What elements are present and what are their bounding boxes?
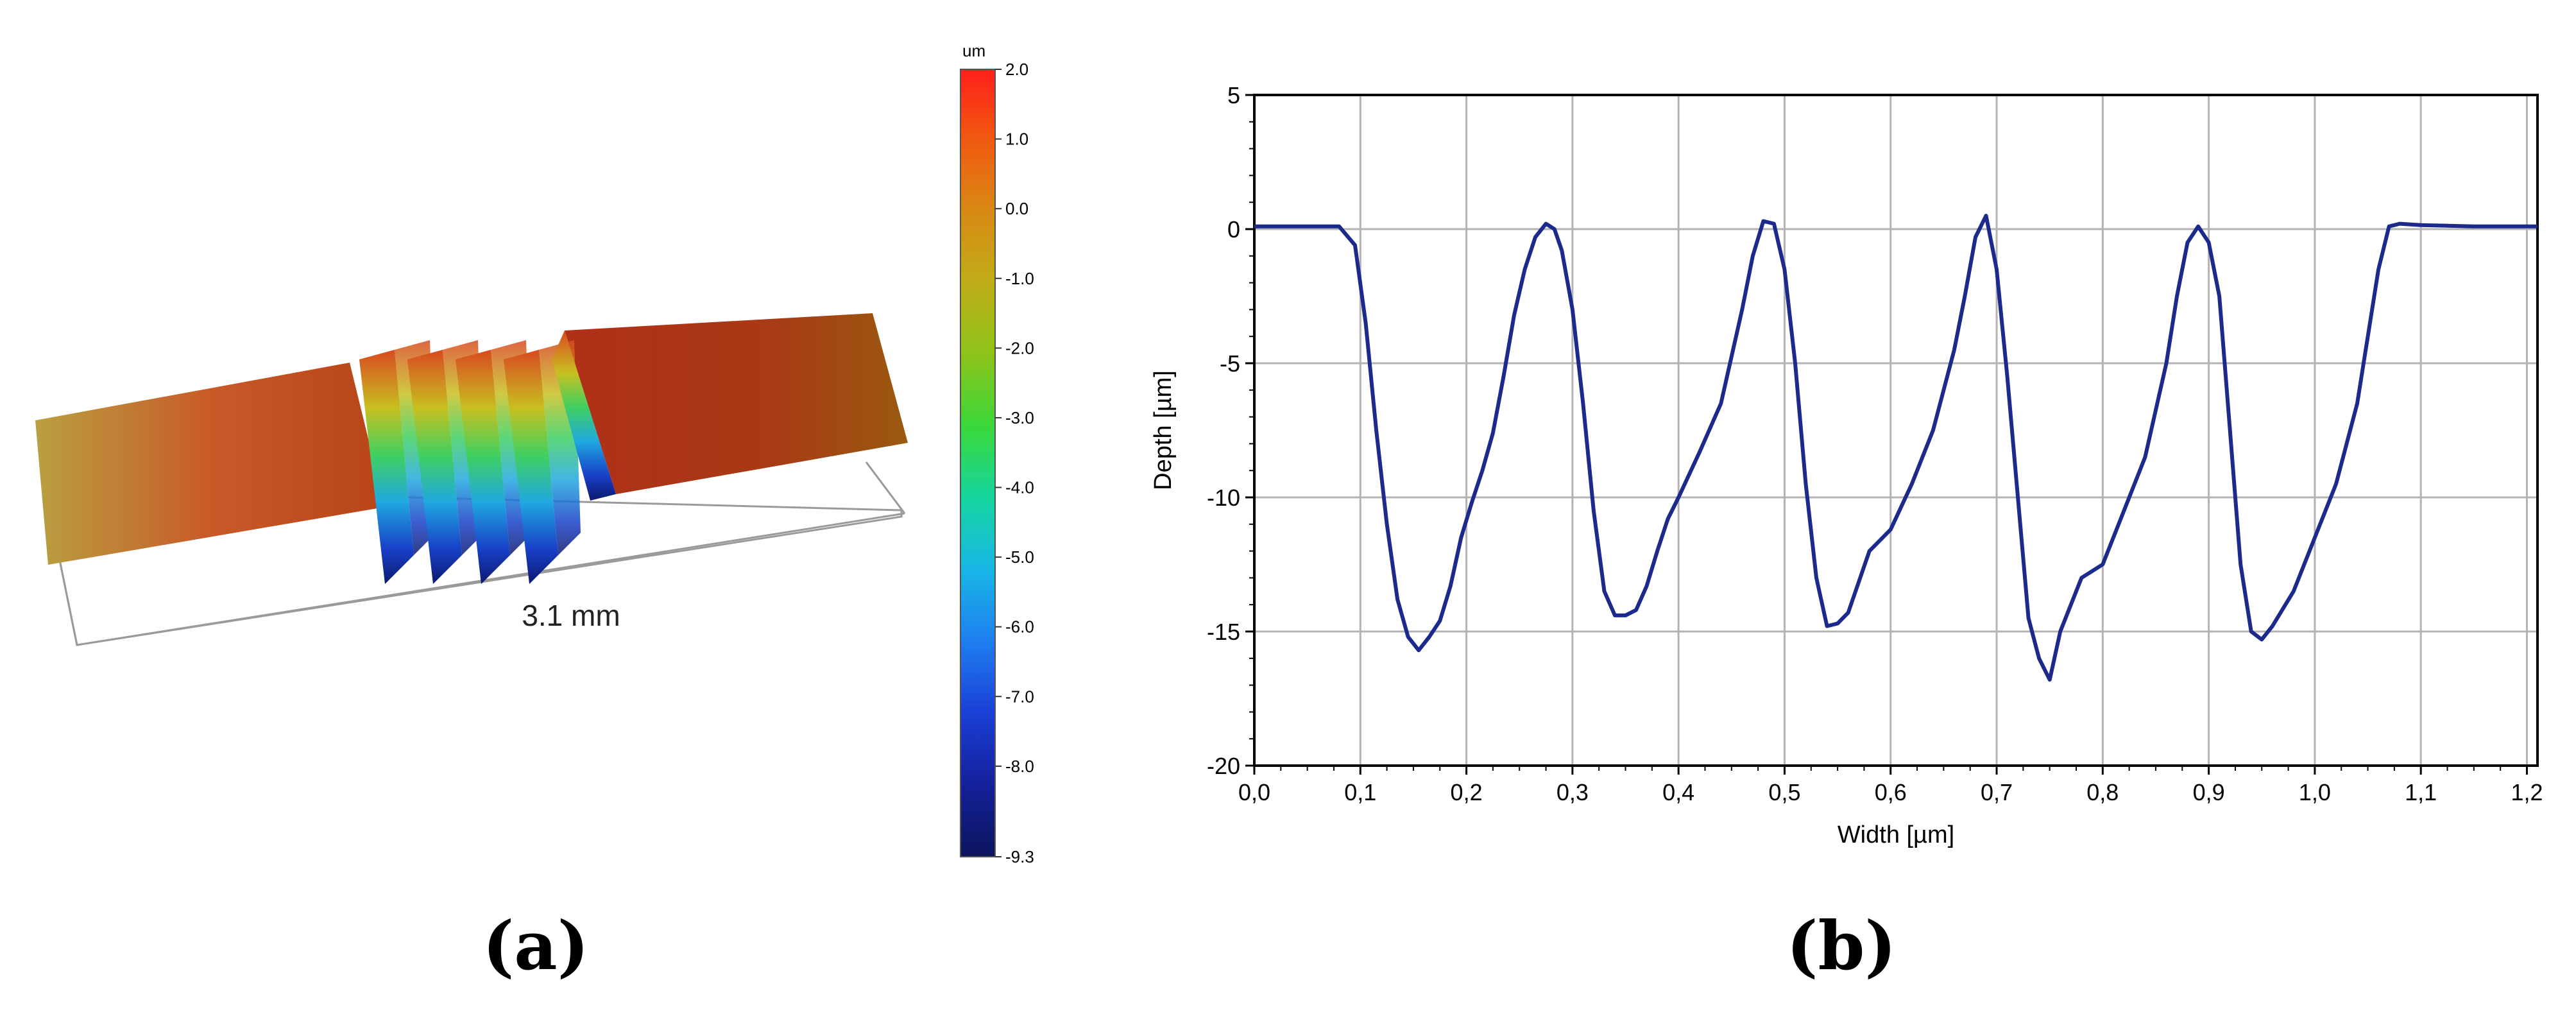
x-tick-label: 1,1 (2405, 779, 2437, 805)
surface-3d-view: 3.1 mm (35, 313, 908, 646)
x-tick-label: 0,5 (1768, 779, 1800, 805)
colorbar-tick-label: -2.0 (1005, 338, 1034, 357)
chart-grid (1253, 94, 2538, 767)
x-tick-label: 0,0 (1238, 779, 1270, 805)
base-frame-front-edge (76, 512, 905, 646)
x-axis-ticks: 0,0 0,1 0,2 0,3 0,4 0,5 0,6 0,7 0,8 0,9 1,0 1,1 1,2 (1238, 766, 2543, 805)
y-tick-label: -15 (1207, 619, 1240, 645)
x-tick-label: 1,2 (2511, 779, 2543, 805)
x-tick-label: 0,4 (1662, 779, 1694, 805)
x-tick-label: 1,0 (2299, 779, 2331, 805)
x-tick-label: 0,7 (1981, 779, 2013, 805)
colorbar-tick-label: 0.0 (1005, 199, 1028, 218)
x-tick-label: 0,1 (1344, 779, 1376, 805)
colorbar-tick-label: 1.0 (1005, 130, 1028, 149)
colorbar-ticks: 2.0 1.0 0.0 -1.0 -2.0 -3.0 -4.0 -5.0 -6.0 -7.0 -8.… (995, 60, 1034, 866)
y-axis-ticks: 5 0 -5 -10 -15 -20 (1207, 82, 1254, 779)
colorbar-tick-label: -3.0 (1005, 408, 1034, 427)
colorbar-tick-label: -5.0 (1005, 547, 1034, 567)
series-line-depth-profile (1254, 214, 2538, 682)
colorbar-tick-label: -4.0 (1005, 478, 1034, 497)
y-tick-label: -20 (1207, 753, 1240, 779)
y-axis-label: Depth [µm] (1150, 370, 1177, 490)
panel-b-label: (b) (1786, 906, 1896, 985)
y-tick-label: -10 (1207, 485, 1240, 511)
trench-wall (552, 331, 616, 501)
profile-chart: 0,0 0,1 0,2 0,3 0,4 0,5 0,6 0,7 0,8 0,9 1,0 1,1 1,2 … (1150, 82, 2543, 848)
base-frame-right-edge (865, 461, 906, 514)
plot-frame (1253, 94, 2539, 767)
x-axis-label: Width [µm] (1838, 821, 1954, 848)
y-tick-label: 5 (1227, 82, 1240, 108)
panel-a-label: (a) (482, 906, 589, 985)
colorbar-tick-label: -6.0 (1005, 617, 1034, 637)
colorbar-gradient (960, 69, 996, 857)
colorbar-tick-label: -8.0 (1005, 757, 1034, 776)
colorbar-unit: um (962, 41, 985, 60)
right-plateau (565, 313, 908, 494)
x-tick-label: 0,3 (1557, 779, 1589, 805)
colorbar-tick-label: -9.3 (1005, 847, 1034, 866)
grooves (359, 331, 616, 584)
x-tick-label: 0,8 (2086, 779, 2119, 805)
groove-face (504, 350, 558, 584)
x-tick-label: 0,2 (1451, 779, 1483, 805)
groove-face (359, 350, 414, 584)
colorbar: um 2.0 1.0 0.0 -1.0 -2.0 -3.0 -4.0 -5.0 -6.0 -7.0… (960, 41, 1034, 866)
groove-face (456, 350, 510, 584)
x-tick-label: 0,9 (2193, 779, 2225, 805)
colorbar-tick-label: 2.0 (1005, 60, 1028, 79)
dimension-label: 3.1 mm (522, 599, 620, 632)
groove-face (407, 350, 462, 584)
left-plateau (35, 363, 385, 565)
colorbar-tick-label: -1.0 (1005, 269, 1034, 288)
x-tick-label: 0,6 (1875, 779, 1907, 805)
y-tick-label: 0 (1227, 216, 1240, 243)
colorbar-tick-label: -7.0 (1005, 687, 1034, 706)
y-tick-label: -5 (1220, 350, 1240, 377)
